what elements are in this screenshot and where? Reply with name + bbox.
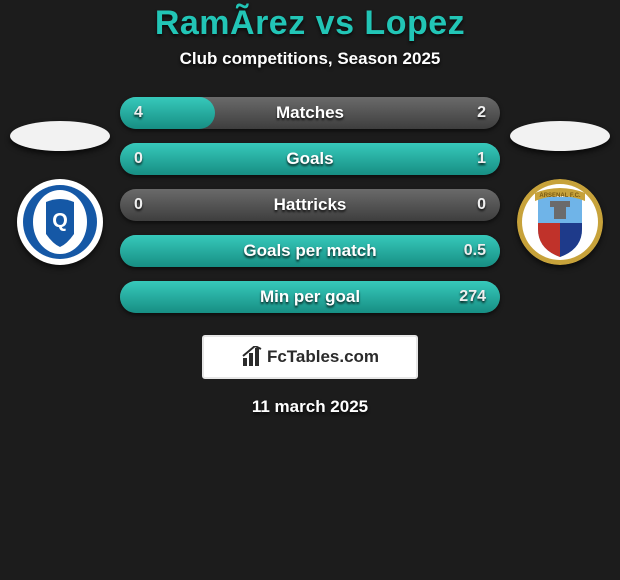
right-player-column: ARSENAL F.C. xyxy=(510,97,610,265)
svg-text:ARSENAL F.C.: ARSENAL F.C. xyxy=(539,193,581,199)
stat-label: Goals xyxy=(120,143,500,175)
svg-text:Q: Q xyxy=(52,210,68,232)
stat-label: Matches xyxy=(120,97,500,129)
stat-label: Goals per match xyxy=(120,235,500,267)
stat-row: Matches4 2 xyxy=(120,97,500,129)
comparison-panel: Q Matches42Goals01Hattricks00Goals per m… xyxy=(0,97,620,313)
stat-value-left: 0 xyxy=(134,143,143,175)
stat-row: Goals per match0.5 xyxy=(120,235,500,267)
stat-row: Goals0 1 xyxy=(120,143,500,175)
stat-label: Hattricks xyxy=(120,189,500,221)
stat-value-right: 0.5 xyxy=(464,235,486,267)
stat-label: Min per goal xyxy=(120,281,500,313)
left-player-column: Q xyxy=(10,97,110,265)
attribution-label: FcTables.com xyxy=(267,347,379,367)
stat-value-left: 4 xyxy=(134,97,143,129)
chart-icon xyxy=(241,346,263,368)
attribution-badge: FcTables.com xyxy=(202,335,418,379)
stat-row: Min per goal274 xyxy=(120,281,500,313)
subtitle: Club competitions, Season 2025 xyxy=(0,49,620,69)
right-team-badge: ARSENAL F.C. xyxy=(517,179,603,265)
left-player-photo-placeholder xyxy=(10,121,110,151)
stat-row: Hattricks0 0 xyxy=(120,189,500,221)
stat-value-left: 0 xyxy=(134,189,143,221)
page-title: RamÃ­rez vs Lopez xyxy=(0,4,620,43)
stat-value-right: 0 xyxy=(477,189,486,221)
stat-value-right: 274 xyxy=(459,281,486,313)
right-player-photo-placeholder xyxy=(510,121,610,151)
date-label: 11 march 2025 xyxy=(0,397,620,417)
stat-value-right: 2 xyxy=(477,97,486,129)
stats-list: Matches42Goals01Hattricks00Goals per mat… xyxy=(120,97,500,313)
left-team-badge: Q xyxy=(17,179,103,265)
stat-value-right: 1 xyxy=(477,143,486,175)
